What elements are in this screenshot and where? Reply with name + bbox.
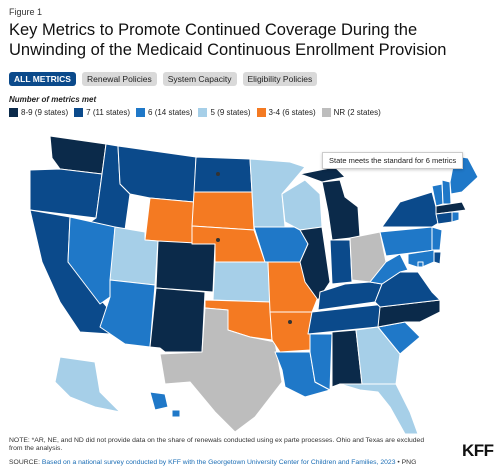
source-line: SOURCE: Based on a national survey condu… — [9, 459, 416, 466]
state-in[interactable] — [329, 239, 353, 285]
legend-title: Number of metrics met — [9, 95, 97, 104]
state-ma[interactable] — [435, 201, 467, 215]
state-mt[interactable] — [117, 145, 197, 203]
legend-label: 8-9 (9 states) — [21, 108, 69, 117]
legend-item-6[interactable]: 6 (14 states) — [136, 108, 192, 117]
state-co[interactable] — [155, 240, 216, 293]
state-nm[interactable] — [149, 287, 206, 353]
state-ar[interactable] — [269, 311, 313, 353]
state-va[interactable] — [374, 271, 441, 308]
state-ms[interactable] — [309, 333, 333, 391]
source-link[interactable]: Based on a national survey conducted by … — [41, 459, 396, 466]
state-ks[interactable] — [212, 261, 271, 303]
state-nj[interactable] — [431, 226, 443, 251]
state-nv[interactable] — [67, 216, 116, 305]
legend-item-7[interactable]: 7 (11 states) — [74, 108, 130, 117]
legend-label: 3-4 (6 states) — [268, 108, 316, 117]
marker-ar — [288, 320, 292, 324]
legend-swatch — [136, 108, 146, 117]
metric-tabs: ALL METRICS Renewal Policies System Capa… — [9, 72, 318, 86]
us-states-map — [29, 135, 479, 434]
state-sd[interactable] — [191, 191, 255, 231]
legend-swatch — [9, 108, 18, 117]
state-il[interactable] — [299, 226, 331, 301]
figure-label: Figure 1 — [9, 7, 43, 17]
legend-label: 6 (14 states) — [148, 108, 193, 117]
state-ak[interactable] — [54, 356, 121, 413]
tab-system-capacity[interactable]: System Capacity — [162, 72, 237, 86]
legend-item-3-4[interactable]: 3-4 (6 states) — [256, 108, 316, 117]
state-wa[interactable] — [49, 135, 107, 175]
legend-swatch — [256, 108, 266, 117]
state-de[interactable] — [433, 251, 442, 265]
state-tooltip: State meets the standard for 6 metrics — [322, 152, 464, 169]
marker-nd — [216, 172, 220, 176]
legend-item-nr[interactable]: NR (2 states) — [321, 108, 381, 117]
legend-swatch — [321, 108, 331, 117]
footnote: NOTE: *AR, NE, and ND did not provide da… — [9, 437, 425, 452]
chart-title: Key Metrics to Promote Continued Coverag… — [9, 21, 447, 59]
legend-item-8-9[interactable]: 8-9 (9 states) — [9, 108, 68, 117]
legend-label: NR (2 states) — [333, 108, 381, 117]
tab-renewal-policies[interactable]: Renewal Policies — [81, 72, 157, 86]
tab-all-metrics[interactable]: ALL METRICS — [9, 72, 76, 86]
state-ri[interactable] — [451, 211, 460, 223]
state-md[interactable] — [407, 249, 435, 269]
legend-swatch — [74, 108, 84, 117]
state-az[interactable] — [99, 279, 156, 348]
state-tx[interactable] — [159, 307, 283, 433]
state-fl[interactable] — [339, 383, 419, 434]
legend-label: 5 (9 states) — [210, 108, 251, 117]
tab-eligibility-policies[interactable]: Eligibility Policies — [242, 72, 318, 86]
state-ny[interactable] — [381, 191, 441, 228]
legend-swatch — [198, 108, 208, 117]
state-nd[interactable] — [193, 156, 253, 193]
state-or[interactable] — [29, 168, 103, 219]
legend: 8-9 (9 states) 7 (11 states) 6 (14 state… — [9, 108, 381, 117]
state-wy[interactable] — [144, 197, 195, 245]
state-dc[interactable] — [417, 261, 424, 268]
legend-label: 7 (11 states) — [86, 108, 131, 117]
state-mi[interactable] — [299, 166, 361, 241]
source-suffix: • PNG — [395, 459, 417, 466]
kff-logo: KFF — [462, 441, 494, 460]
legend-item-5[interactable]: 5 (9 states) — [198, 108, 251, 117]
state-ct[interactable] — [435, 211, 453, 225]
state-hi[interactable] — [149, 391, 181, 418]
marker-ne — [216, 238, 220, 242]
source-prefix: SOURCE: — [9, 459, 42, 466]
